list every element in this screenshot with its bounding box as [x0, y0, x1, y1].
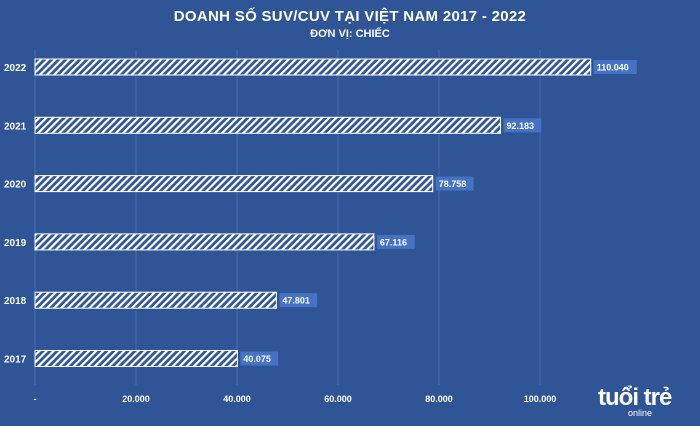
bar-2021 [34, 116, 502, 134]
chart-title: DOANH SỐ SUV/CUV TẠI VIỆT NAM 2017 - 202… [174, 7, 526, 25]
data-label-box-2021 [503, 118, 542, 133]
chart-subtitle: ĐƠN VỊ: CHIẾC [310, 27, 390, 40]
data-label-2017: 40.075 [243, 354, 271, 364]
data-label-2020: 78.758 [439, 179, 467, 189]
watermark-text: tuổi trẻ [598, 384, 672, 411]
data-label-box-2022 [593, 60, 637, 74]
x-tick-label-1: 20.000 [122, 394, 150, 404]
data-label-2021: 92.183 [507, 121, 535, 131]
x-tick-label-3: 60.000 [324, 394, 352, 404]
data-label-2019: 67.116 [380, 237, 407, 247]
x-axis-ticks: - 20.000 40.000 60.000 80.000 100.000 [34, 394, 557, 404]
bar-2020 [34, 175, 434, 193]
bars: 2022 110.040 2021 92.183 2020 78.758 2019 67.11… [4, 58, 637, 367]
data-label-box-2018 [279, 293, 318, 308]
x-tick-label-0: - [34, 394, 37, 404]
watermark-logo: tuổi trẻ online [598, 384, 673, 418]
bar-2022 [34, 58, 592, 76]
bar-2018 [34, 291, 277, 309]
data-label-box-2019 [376, 234, 415, 249]
bar-2017 [34, 350, 238, 367]
data-label-box-2020 [435, 176, 474, 191]
data-label-2018: 47.801 [282, 296, 310, 306]
x-tick-label-4: 80.000 [425, 394, 453, 404]
category-label-2019: 2019 [4, 238, 27, 249]
watermark-subtext: online [628, 408, 652, 418]
x-tick-label-2: 40.000 [223, 394, 251, 404]
gridlines [34, 50, 541, 385]
data-label-box-2017 [240, 351, 279, 366]
category-label-2022: 2022 [4, 63, 27, 74]
category-label-2020: 2020 [4, 180, 27, 191]
category-label-2018: 2018 [4, 296, 27, 307]
category-label-2017: 2017 [4, 355, 27, 366]
bar-2019 [34, 233, 375, 251]
data-label-2022: 110.040 [597, 63, 629, 73]
category-label-2021: 2021 [4, 121, 27, 132]
x-tick-label-5: 100.000 [524, 394, 557, 404]
